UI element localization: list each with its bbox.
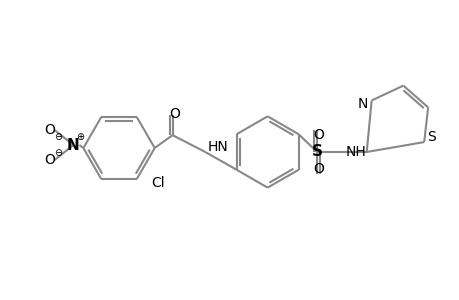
Text: N: N — [357, 97, 367, 110]
Text: ⊖: ⊖ — [55, 148, 62, 158]
Text: HN: HN — [207, 140, 228, 154]
Text: Cl: Cl — [151, 176, 164, 190]
Text: S: S — [426, 130, 435, 144]
Text: O: O — [169, 107, 179, 122]
Text: O: O — [313, 162, 324, 176]
Text: ⊖: ⊖ — [55, 132, 62, 142]
Text: S: S — [311, 145, 322, 160]
Text: NH: NH — [345, 145, 366, 159]
Text: O: O — [44, 123, 55, 137]
Text: ⊕: ⊕ — [76, 132, 84, 142]
Text: N: N — [67, 137, 80, 152]
Text: O: O — [313, 128, 324, 142]
Text: O: O — [44, 153, 55, 167]
